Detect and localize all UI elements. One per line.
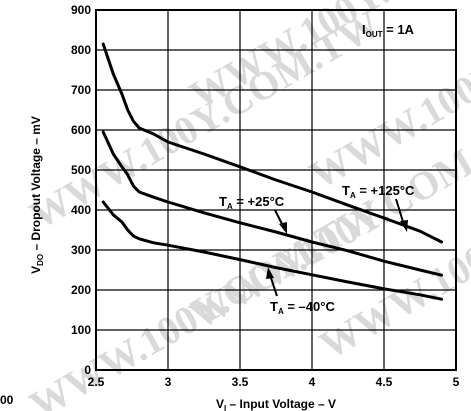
iout-annotation: IOUT = 1A [362, 22, 415, 39]
series-minus40-pointer [269, 274, 278, 297]
y-tick-label: 500 [71, 163, 91, 177]
x-tick-label: 3 [165, 375, 172, 389]
x-tick-label: 5 [453, 375, 460, 389]
tick-labels: 0 100 200 300 400 500 600 700 800 900 2.5 3 3.5 4 4.5 5 [71, 3, 460, 389]
y-tick-label: 400 [71, 203, 91, 217]
y-tick-label: 800 [71, 43, 91, 57]
x-tick-label: 4 [309, 375, 316, 389]
series-layer [101, 42, 444, 301]
series-minus40-arrowhead [266, 267, 274, 279]
svg-text:TA = +25°C: TA = +25°C [219, 194, 285, 211]
y-tick-label: 300 [71, 243, 91, 257]
series-label-25: TA = +25°C [219, 194, 285, 211]
series-label-minus40: TA = –40°C [270, 299, 335, 316]
x-axis-title: VI – Input Voltage – V [216, 397, 336, 411]
y-tick-label: 700 [71, 83, 91, 97]
series-line-25-c [101, 130, 444, 277]
svg-text:TA = +125°C: TA = +125°C [342, 183, 415, 200]
y-tick-label: 900 [71, 3, 91, 17]
series-line-40-c [101, 200, 444, 301]
x-tick-label: 2.5 [88, 375, 105, 389]
y-tick-label: 200 [71, 283, 91, 297]
x-tick-label: 4.5 [376, 375, 393, 389]
series-25-pointer [274, 209, 284, 227]
plot-frame [95, 9, 457, 371]
series-125-arrowhead [400, 220, 408, 232]
x-tick-label: 3.5 [232, 375, 249, 389]
y-tick-label: 600 [71, 123, 91, 137]
series-label-125: TA = +125°C [342, 183, 415, 200]
svg-text:TA = –40°C: TA = –40°C [270, 299, 335, 316]
corner-fragment: 00 [0, 393, 14, 407]
y-axis-title: VDO – Dropout Voltage – mV [29, 116, 45, 274]
series-line-125-c [101, 42, 444, 244]
series-25-arrowhead [279, 222, 287, 234]
y-tick-label: 100 [71, 323, 91, 337]
y-tick-label: 0 [84, 363, 91, 377]
